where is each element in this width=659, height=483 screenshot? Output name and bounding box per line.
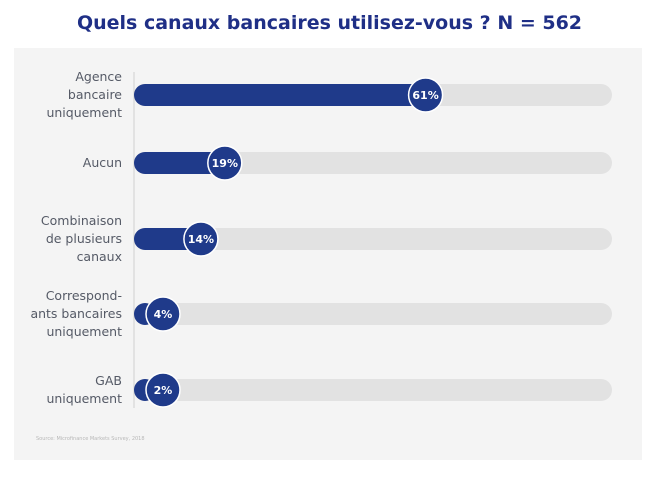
value-badge	[145, 296, 181, 332]
category-label-line: Agence	[75, 69, 122, 84]
category-label: Correspond-ants bancaires uniquement	[30, 288, 122, 339]
value-label: 61%	[412, 89, 438, 102]
value-label: 4%	[154, 308, 173, 321]
category-label-line: Aucun	[83, 155, 122, 170]
category-label: GAB uniquement	[46, 373, 122, 406]
chart-title: Quels canaux bancaires utilisez-vous ? N…	[76, 12, 583, 34]
value-badge	[407, 77, 444, 113]
chart-bars: Agence bancaire uniquement 61% Aucun 19% Combi…	[30, 69, 612, 408]
bar	[134, 84, 426, 106]
bar-row: Correspond-ants bancaires uniquement 4%	[30, 288, 612, 339]
bar-track	[134, 228, 612, 250]
bar-track	[134, 303, 612, 325]
category-label-line: de plusieurs	[46, 231, 122, 246]
category-label-line: Combinaison	[41, 213, 122, 228]
bar-track	[134, 152, 612, 174]
category-label-line: bancaire	[68, 87, 122, 102]
chart-source: Source: Microfinance Markets Survey, 201…	[36, 436, 145, 442]
bar	[134, 152, 225, 174]
bar-row: GAB uniquement 2%	[46, 372, 612, 408]
category-label: Aucun	[83, 155, 122, 170]
value-label: 19%	[212, 157, 238, 170]
bar-row: Combinaison de plusieurs canaux 14%	[41, 213, 612, 264]
value-badge	[145, 372, 181, 408]
category-label: Combinaison de plusieurs canaux	[41, 213, 122, 264]
category-label-line: canaux	[77, 249, 122, 264]
value-badge	[207, 145, 243, 181]
bar-row: Agence bancaire uniquement 61%	[46, 69, 612, 120]
bar-track	[134, 379, 612, 401]
category-label-line: ants bancaires	[30, 306, 122, 321]
category-label-line: Correspond-	[46, 288, 122, 303]
category-label-line: uniquement	[46, 324, 122, 339]
category-label: Agence bancaire uniquement	[46, 69, 122, 120]
category-label-line: uniquement	[46, 105, 122, 120]
category-label-line: uniquement	[46, 391, 122, 406]
category-label-line: GAB	[95, 373, 122, 388]
bar-row: Aucun 19%	[83, 145, 612, 181]
value-label: 2%	[154, 384, 173, 397]
value-badge	[183, 221, 219, 257]
value-label: 14%	[188, 233, 214, 246]
